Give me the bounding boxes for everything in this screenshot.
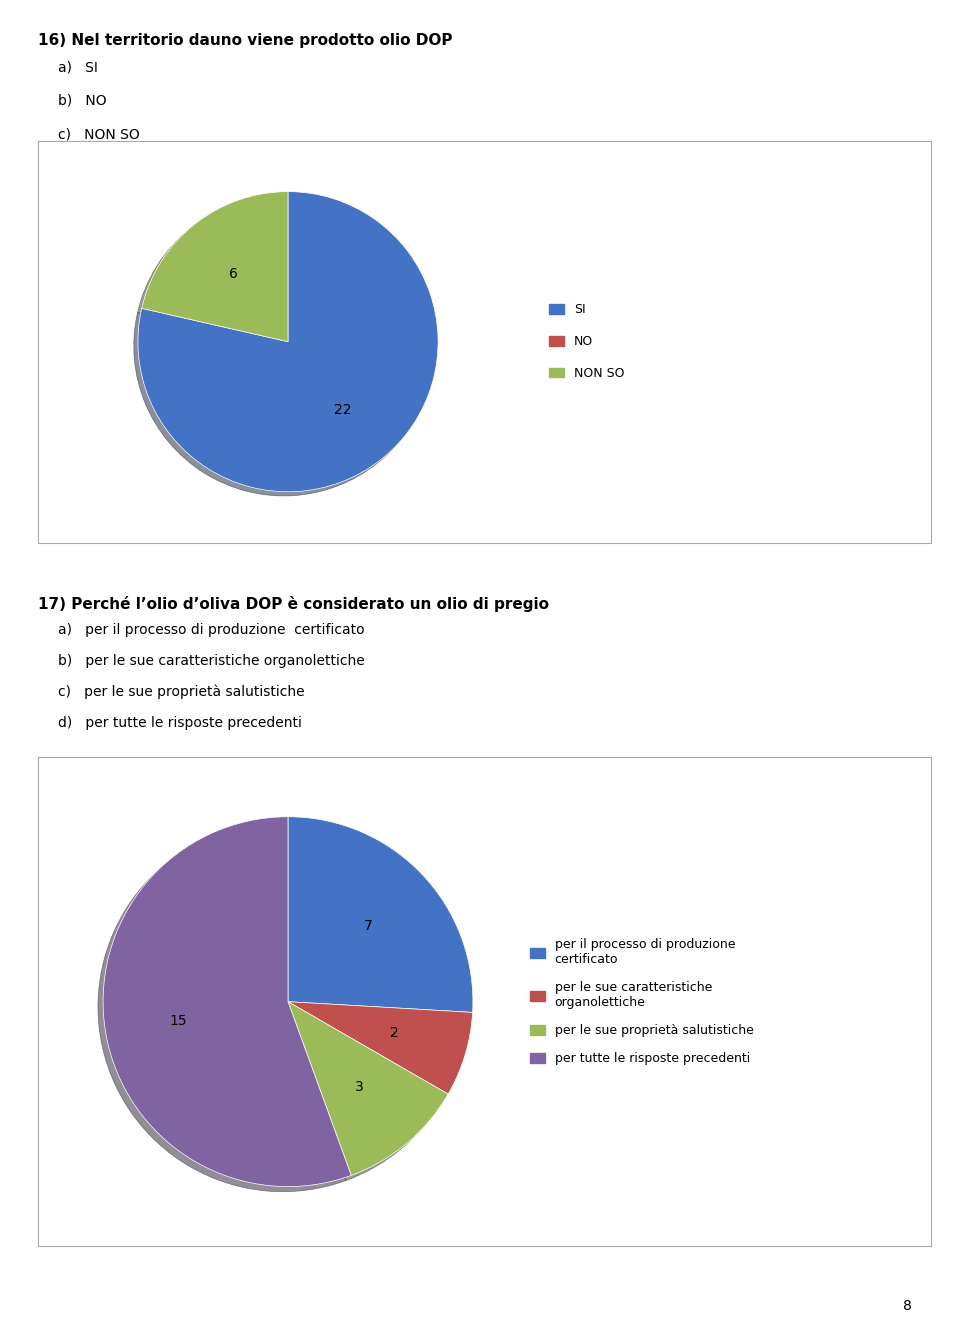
Legend: per il processo di produzione
certificato, per le sue caratteristiche
organolett: per il processo di produzione certificat…	[525, 933, 758, 1071]
Text: 15: 15	[170, 1014, 187, 1028]
Text: c)   NON SO: c) NON SO	[58, 127, 139, 141]
Text: b)   per le sue caratteristiche organolettiche: b) per le sue caratteristiche organolett…	[58, 654, 365, 667]
Text: 2: 2	[390, 1026, 398, 1040]
Text: d)   per tutte le risposte precedenti: d) per tutte le risposte precedenti	[58, 716, 301, 729]
Text: 22: 22	[333, 403, 351, 417]
Text: c)   per le sue proprietà salutistiche: c) per le sue proprietà salutistiche	[58, 685, 304, 699]
Legend: SI, NO, NON SO: SI, NO, NON SO	[544, 299, 630, 385]
Wedge shape	[288, 1002, 472, 1093]
Text: 7: 7	[365, 918, 373, 933]
Text: b)   NO: b) NO	[58, 94, 107, 107]
Text: 6: 6	[229, 267, 238, 280]
Text: 16) Nel territorio dauno viene prodotto olio DOP: 16) Nel territorio dauno viene prodotto …	[38, 34, 453, 48]
Text: 17) Perché l’olio d’oliva DOP è considerato un olio di pregio: 17) Perché l’olio d’oliva DOP è consider…	[38, 596, 549, 612]
Text: 3: 3	[355, 1080, 364, 1093]
Wedge shape	[142, 192, 288, 342]
Wedge shape	[103, 816, 351, 1186]
Text: 8: 8	[903, 1300, 912, 1313]
Text: a)   SI: a) SI	[58, 60, 98, 74]
Wedge shape	[138, 192, 438, 492]
Text: a)   per il processo di produzione  certificato: a) per il processo di produzione certifi…	[58, 623, 364, 636]
Wedge shape	[288, 1002, 448, 1175]
Wedge shape	[288, 816, 473, 1013]
